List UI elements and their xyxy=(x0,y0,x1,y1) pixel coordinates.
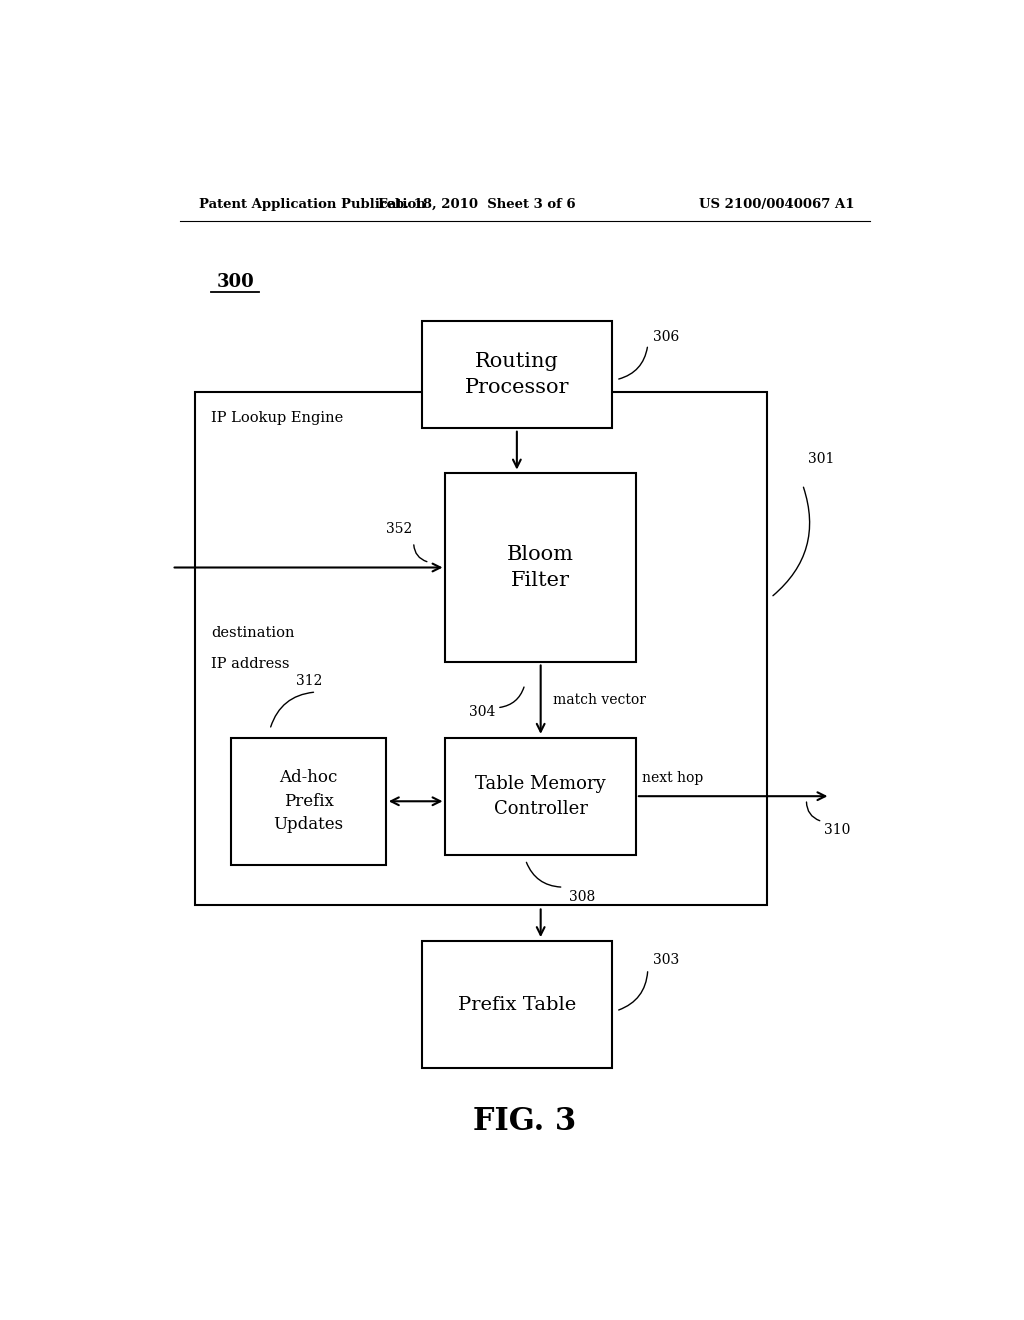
Bar xyxy=(422,321,612,428)
Text: Patent Application Publication: Patent Application Publication xyxy=(200,198,426,211)
Text: next hop: next hop xyxy=(642,771,703,785)
Bar xyxy=(422,941,612,1068)
Text: 310: 310 xyxy=(824,822,850,837)
Text: Ad-hoc
Prefix
Updates: Ad-hoc Prefix Updates xyxy=(273,770,344,833)
Bar xyxy=(196,392,767,906)
Text: IP Lookup Engine: IP Lookup Engine xyxy=(211,411,344,425)
Text: 352: 352 xyxy=(386,521,413,536)
Text: 303: 303 xyxy=(653,953,680,968)
Text: FIG. 3: FIG. 3 xyxy=(473,1106,577,1138)
Text: Routing
Processor: Routing Processor xyxy=(465,351,569,397)
Text: IP address: IP address xyxy=(211,657,290,671)
Text: 300: 300 xyxy=(216,273,254,292)
Text: US 2100/0040067 A1: US 2100/0040067 A1 xyxy=(698,198,854,211)
Text: 301: 301 xyxy=(808,451,835,466)
Bar xyxy=(445,738,636,854)
Text: 308: 308 xyxy=(569,890,596,904)
Text: Table Memory
Controller: Table Memory Controller xyxy=(475,775,606,817)
Text: 304: 304 xyxy=(469,705,496,719)
Text: 306: 306 xyxy=(653,330,680,345)
Text: Feb. 18, 2010  Sheet 3 of 6: Feb. 18, 2010 Sheet 3 of 6 xyxy=(379,198,575,211)
Text: 312: 312 xyxy=(296,673,323,688)
Text: Bloom
Filter: Bloom Filter xyxy=(507,545,574,590)
Text: Prefix Table: Prefix Table xyxy=(458,995,575,1014)
Text: destination: destination xyxy=(211,627,295,640)
Bar xyxy=(445,474,636,661)
Text: match vector: match vector xyxy=(553,693,645,706)
Bar xyxy=(231,738,386,865)
